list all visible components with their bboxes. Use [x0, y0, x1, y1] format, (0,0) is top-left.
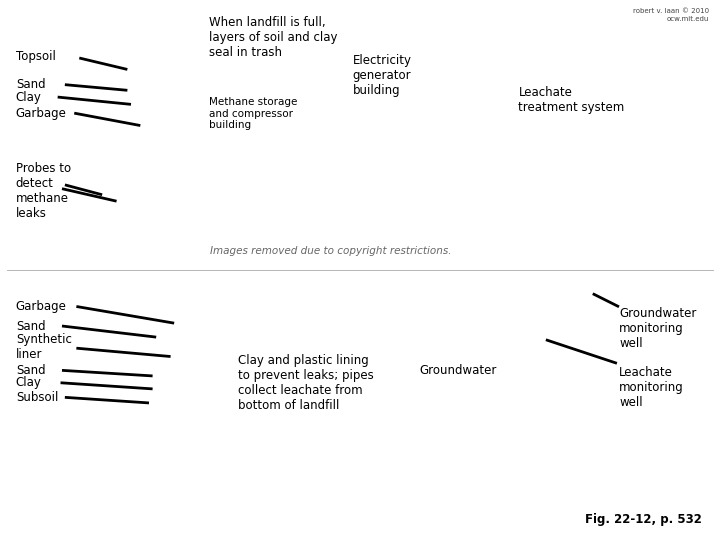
Text: Fig. 22-12, p. 532: Fig. 22-12, p. 532 [585, 514, 702, 526]
Text: Garbage: Garbage [16, 300, 67, 313]
Text: Subsoil: Subsoil [16, 391, 58, 404]
Text: Probes to
detect
methane
leaks: Probes to detect methane leaks [16, 162, 71, 220]
Text: Groundwater
monitoring
well: Groundwater monitoring well [619, 307, 696, 350]
Text: Garbage: Garbage [16, 107, 67, 120]
Text: robert v. laan © 2010
ocw.mit.edu: robert v. laan © 2010 ocw.mit.edu [633, 8, 709, 22]
Text: Images removed due to copyright restrictions.: Images removed due to copyright restrict… [210, 246, 452, 256]
Text: Sand: Sand [16, 364, 45, 377]
Text: Leachate
treatment system: Leachate treatment system [518, 86, 625, 114]
Text: Leachate
monitoring
well: Leachate monitoring well [619, 366, 684, 409]
Text: Clay: Clay [16, 376, 42, 389]
Text: Sand: Sand [16, 78, 45, 91]
Text: When landfill is full,
layers of soil and clay
seal in trash: When landfill is full, layers of soil an… [209, 16, 337, 59]
Text: Methane storage
and compressor
building: Methane storage and compressor building [209, 97, 297, 130]
Text: Sand: Sand [16, 320, 45, 333]
Text: Electricity
generator
building: Electricity generator building [353, 54, 412, 97]
Text: Topsoil: Topsoil [16, 50, 55, 63]
Text: Groundwater: Groundwater [419, 364, 496, 377]
Text: Synthetic
liner: Synthetic liner [16, 333, 72, 361]
Text: Clay and plastic lining
to prevent leaks; pipes
collect leachate from
bottom of : Clay and plastic lining to prevent leaks… [238, 354, 374, 411]
Text: Clay: Clay [16, 91, 42, 104]
